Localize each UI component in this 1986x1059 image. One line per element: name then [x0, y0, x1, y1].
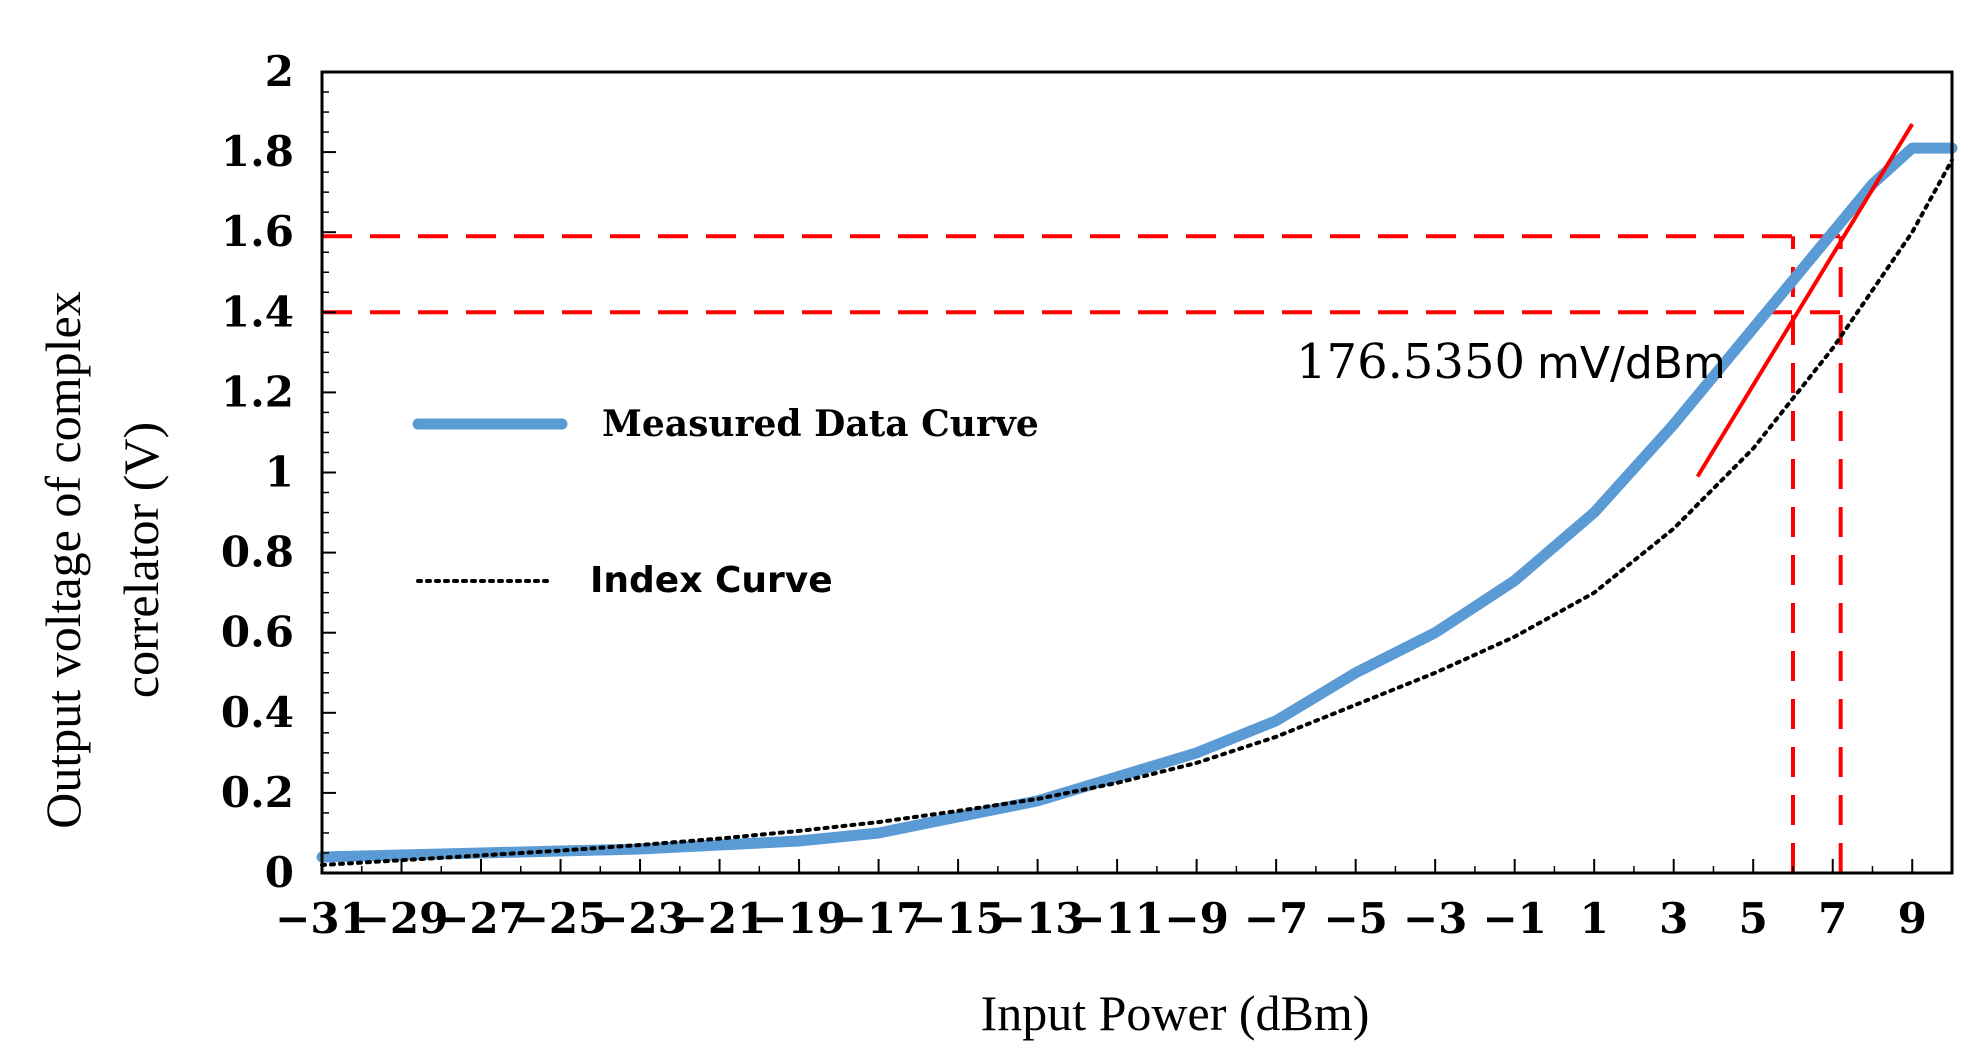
x-tick-label: −11 [1070, 894, 1164, 943]
y-tick-label: 1.4 [221, 287, 294, 336]
x-tick-label: −27 [434, 894, 528, 943]
series-layer [316, 142, 1958, 867]
legend: Measured Data Curve Index Curve [412, 403, 1039, 601]
y-tick-label: 0.4 [221, 688, 294, 737]
x-tick-label: −13 [991, 894, 1085, 943]
y-tick-label: 1 [265, 448, 294, 497]
y-tick-label: 0.2 [221, 768, 294, 817]
y-tick-label: 2 [265, 47, 294, 96]
x-tick-label: −23 [593, 894, 687, 943]
x-tick-label: 1 [1580, 894, 1609, 943]
legend-label-measured: Measured Data Curve [602, 403, 1039, 445]
x-tick-label: −15 [911, 894, 1005, 943]
slope-tangent-line [1695, 123, 1914, 478]
slope-unit: mV/dBm [1537, 338, 1726, 389]
x-tick-label: −21 [673, 894, 767, 943]
y-tick-label: 1.6 [221, 207, 294, 256]
index-curve [320, 158, 1954, 867]
legend-label-index: Index Curve [590, 560, 833, 601]
x-tick-label: 5 [1739, 894, 1768, 943]
x-tick-label: −3 [1403, 894, 1467, 943]
slope-value: 176.5350 [1296, 334, 1525, 390]
x-tick-label: −19 [752, 894, 846, 943]
slope-annotation: 176.5350 mV/dBm [1296, 334, 1726, 390]
y-tick-label: 0.6 [221, 608, 294, 657]
y-tick-label: 0 [265, 848, 294, 897]
x-tick-label: −17 [832, 894, 926, 943]
y-axis-title-line2: correlator (V) [113, 422, 169, 698]
x-tick-label: −9 [1164, 894, 1228, 943]
measured-data-curve [316, 142, 1958, 863]
x-tick-label: 7 [1818, 894, 1847, 943]
x-tick-label: −31 [275, 894, 369, 943]
plot-area-frame [320, 70, 1954, 875]
y-tick-label: 0.8 [221, 528, 294, 577]
x-tick-label: −1 [1482, 894, 1546, 943]
y-axis-title: Output voltage of complex correlator (V) [35, 291, 169, 828]
reference-lines [322, 234, 1843, 873]
y-tick-label: 1.2 [221, 367, 294, 416]
x-tick-label: −29 [355, 894, 449, 943]
y-tick-label: 1.8 [221, 127, 294, 176]
tangent-layer [1695, 123, 1914, 478]
y-axis-ticks: 0 0.2 0.4 0.6 0.8 1 1.2 1.4 1.6 1.8 2 [221, 47, 336, 897]
x-tick-label: 3 [1659, 894, 1688, 943]
x-tick-label: −25 [514, 894, 608, 943]
x-axis-ticks: −31−29−27−25−23−21−19−17−15−13−11 −9 −7 −5−… [275, 859, 1927, 943]
x-axis-title: Input Power (dBm) [981, 985, 1370, 1041]
x-tick-label: −5 [1323, 894, 1387, 943]
x-tick-label: −7 [1244, 894, 1308, 943]
x-tick-label: 9 [1898, 894, 1927, 943]
y-axis-title-line1: Output voltage of complex [35, 291, 91, 828]
